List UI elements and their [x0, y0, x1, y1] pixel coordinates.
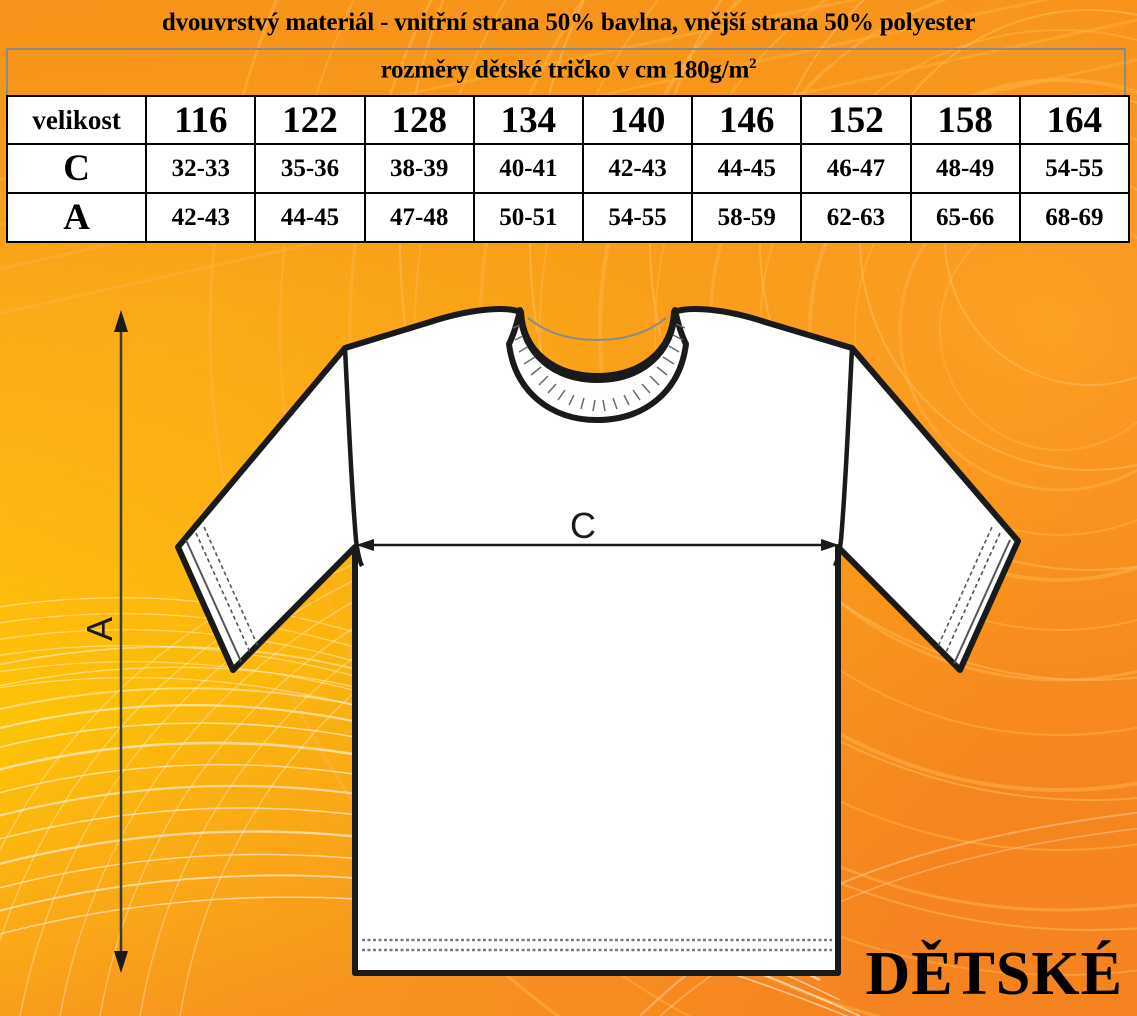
material-description: dvouvrstvý materiál - vnitřní strana 50%… [161, 9, 976, 36]
table-header-size: 122 [254, 95, 366, 145]
dimensions-title-superscript: 2 [749, 56, 757, 72]
table-header-size: 116 [145, 95, 257, 145]
height-dimension-arrow [114, 310, 128, 973]
table-cell: 58-59 [691, 192, 803, 243]
table-cell: 48-49 [909, 143, 1021, 194]
table-cell: 40-41 [472, 143, 584, 194]
table-cell: 42-43 [145, 192, 257, 243]
table-cell: 42-43 [581, 143, 694, 194]
category-label: DĚTSKÉ [865, 940, 1123, 1008]
table-cell: 44-45 [254, 192, 366, 243]
table-cell: 44-45 [691, 143, 803, 194]
width-dimension-arrow [356, 539, 839, 551]
table-cell: 65-66 [909, 192, 1021, 243]
table-cell: 32-33 [145, 143, 257, 194]
table-cell: 46-47 [800, 143, 912, 194]
table-cell: 38-39 [363, 143, 475, 194]
table-header-label: velikost [5, 95, 148, 145]
table-row: A 42-43 44-45 47-48 50-51 54-55 58-59 62… [5, 192, 1131, 243]
table-cell: 62-63 [800, 192, 912, 243]
sleeve-hem-right [934, 526, 1011, 667]
table-row: C 32-33 35-36 38-39 40-41 42-43 44-45 46… [5, 143, 1131, 194]
table-header-size: 164 [1018, 95, 1131, 145]
table-header-size: 158 [909, 95, 1021, 145]
size-table: velikost 116 122 128 134 140 146 152 158… [5, 95, 1131, 243]
table-cell: 54-55 [581, 192, 694, 243]
tshirt-body-shape [175, 306, 1021, 976]
table-header-size: 146 [691, 95, 803, 145]
table-row-sizes: velikost 116 122 128 134 140 146 152 158… [5, 95, 1131, 145]
width-dimension-label: C [570, 505, 596, 546]
tshirt-diagram [114, 306, 1021, 976]
dimensions-title-text: rozměry dětské tričko v cm 180g/m [380, 56, 750, 84]
table-cell: 50-51 [472, 192, 584, 243]
collar [506, 307, 689, 423]
table-header-size: 128 [363, 95, 475, 145]
table-cell: 54-55 [1018, 143, 1131, 194]
table-header-size: 134 [472, 95, 584, 145]
table-cell: 68-69 [1018, 192, 1131, 243]
table-header-size: 140 [581, 95, 694, 145]
table-cell: 35-36 [254, 143, 366, 194]
table-header-size: 152 [800, 95, 912, 145]
height-dimension-label: A [79, 616, 121, 642]
table-row-label: C [5, 143, 148, 194]
sleeve-hem-left [185, 526, 262, 667]
table-cell: 47-48 [363, 192, 475, 243]
dimensions-title: rozměry dětské tričko v cm 180g/m2 [0, 56, 1137, 84]
table-row-label: A [5, 192, 148, 243]
bottom-hem-stitching [362, 938, 832, 952]
